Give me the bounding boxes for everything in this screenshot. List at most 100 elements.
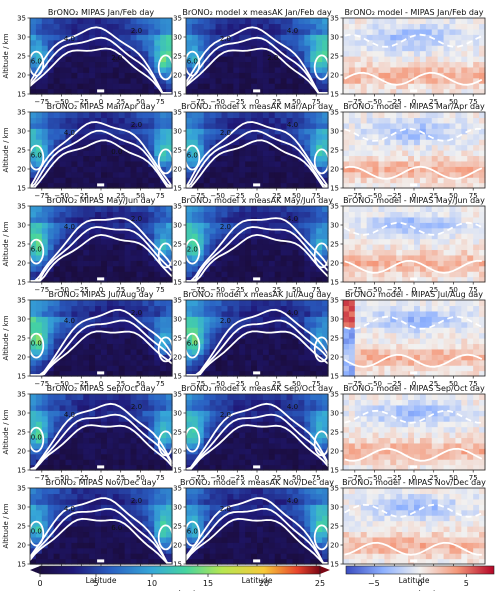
y-tick-label: 20 (173, 166, 182, 174)
heat-cell (101, 166, 108, 173)
heat-cell (304, 332, 311, 339)
heat-cell (148, 144, 155, 151)
heat-cell (343, 343, 350, 350)
heat-cell (186, 421, 193, 428)
heat-cell (304, 182, 311, 189)
heat-cell (142, 66, 149, 73)
heatmap-cells (343, 112, 486, 189)
heat-cell (203, 88, 211, 95)
heat-cell (360, 72, 368, 79)
heat-cell (366, 155, 374, 162)
heat-cell (53, 365, 61, 372)
heat-cell (245, 166, 252, 173)
heat-cell (35, 442, 43, 449)
heat-cell (71, 171, 78, 178)
heat-cell (227, 310, 234, 317)
heat-cell (77, 316, 84, 323)
y-tick-label: 25 (173, 241, 182, 249)
heat-cell (239, 359, 246, 366)
heat-cell (402, 39, 409, 46)
heat-cell (461, 244, 468, 251)
heat-cell (360, 310, 368, 317)
heat-cell (354, 271, 362, 278)
heat-cell (292, 18, 300, 25)
heat-cell (274, 122, 282, 129)
heat-cell (47, 83, 55, 90)
heat-cell (95, 327, 102, 334)
heat-cell (83, 222, 90, 229)
heat-cell (280, 365, 288, 372)
heat-cell (354, 343, 362, 350)
heat-cell (95, 399, 102, 406)
heat-cell (322, 300, 329, 307)
heat-cell (83, 83, 90, 90)
heat-cell (65, 238, 73, 245)
heat-cell (408, 112, 415, 119)
heat-cell (101, 260, 108, 267)
heat-cell (130, 394, 138, 401)
heat-cell (83, 265, 90, 272)
heat-cell (414, 332, 421, 339)
heat-cell (274, 206, 282, 213)
heat-cell (378, 18, 386, 25)
heat-cell (316, 61, 323, 68)
heat-cell (354, 254, 362, 261)
heat-cell (41, 300, 49, 307)
heat-cell (431, 348, 439, 355)
heat-cell (274, 327, 282, 334)
heat-cell (316, 370, 323, 377)
heat-cell (316, 260, 323, 267)
heat-cell (154, 265, 161, 272)
heat-cell (280, 300, 288, 307)
heat-cell (461, 327, 468, 334)
x-tick-label: 75 (156, 192, 165, 200)
heat-cell (262, 211, 270, 218)
heat-cell (431, 133, 439, 140)
heat-cell (118, 249, 126, 256)
heat-cell (142, 421, 149, 428)
heat-cell (191, 77, 199, 84)
heat-cell (209, 370, 217, 377)
heat-cell (298, 271, 305, 278)
heat-cell (257, 359, 264, 366)
heat-cell (437, 332, 445, 339)
heat-cell (30, 117, 37, 124)
y-axis-label: Altitude / km (2, 33, 10, 78)
heat-cell (142, 249, 149, 256)
heat-cell (343, 244, 350, 251)
heat-cell (473, 39, 480, 46)
heat-cell (402, 222, 409, 229)
heat-cell (160, 359, 167, 366)
heat-cell (148, 61, 155, 68)
heat-cell (443, 88, 451, 95)
heat-cell (396, 28, 403, 35)
heat-cell (71, 327, 78, 334)
heat-cell (396, 128, 403, 135)
heat-cell (89, 112, 96, 119)
heat-cell (343, 88, 350, 95)
heat-cell (378, 39, 386, 46)
heat-cell (343, 260, 350, 267)
heat-cell (473, 265, 480, 272)
heat-cell (449, 45, 457, 52)
heat-cell (348, 238, 356, 245)
heat-cell (245, 332, 252, 339)
heat-cell (257, 77, 264, 84)
heat-cell (83, 216, 90, 223)
heat-cell (348, 249, 356, 256)
heat-cell (286, 150, 294, 157)
heat-cell (118, 211, 126, 218)
heat-cell (112, 370, 120, 377)
heat-cell (408, 244, 415, 251)
heat-cell (479, 244, 486, 251)
heat-cell (197, 155, 205, 162)
contour-line (185, 129, 329, 188)
heat-cell (437, 233, 445, 240)
heat-cell (71, 448, 78, 455)
heat-cell (30, 399, 37, 406)
heat-cell (348, 50, 356, 57)
heat-cell (83, 321, 90, 328)
heat-cell (124, 354, 132, 361)
heat-cell (461, 265, 468, 272)
